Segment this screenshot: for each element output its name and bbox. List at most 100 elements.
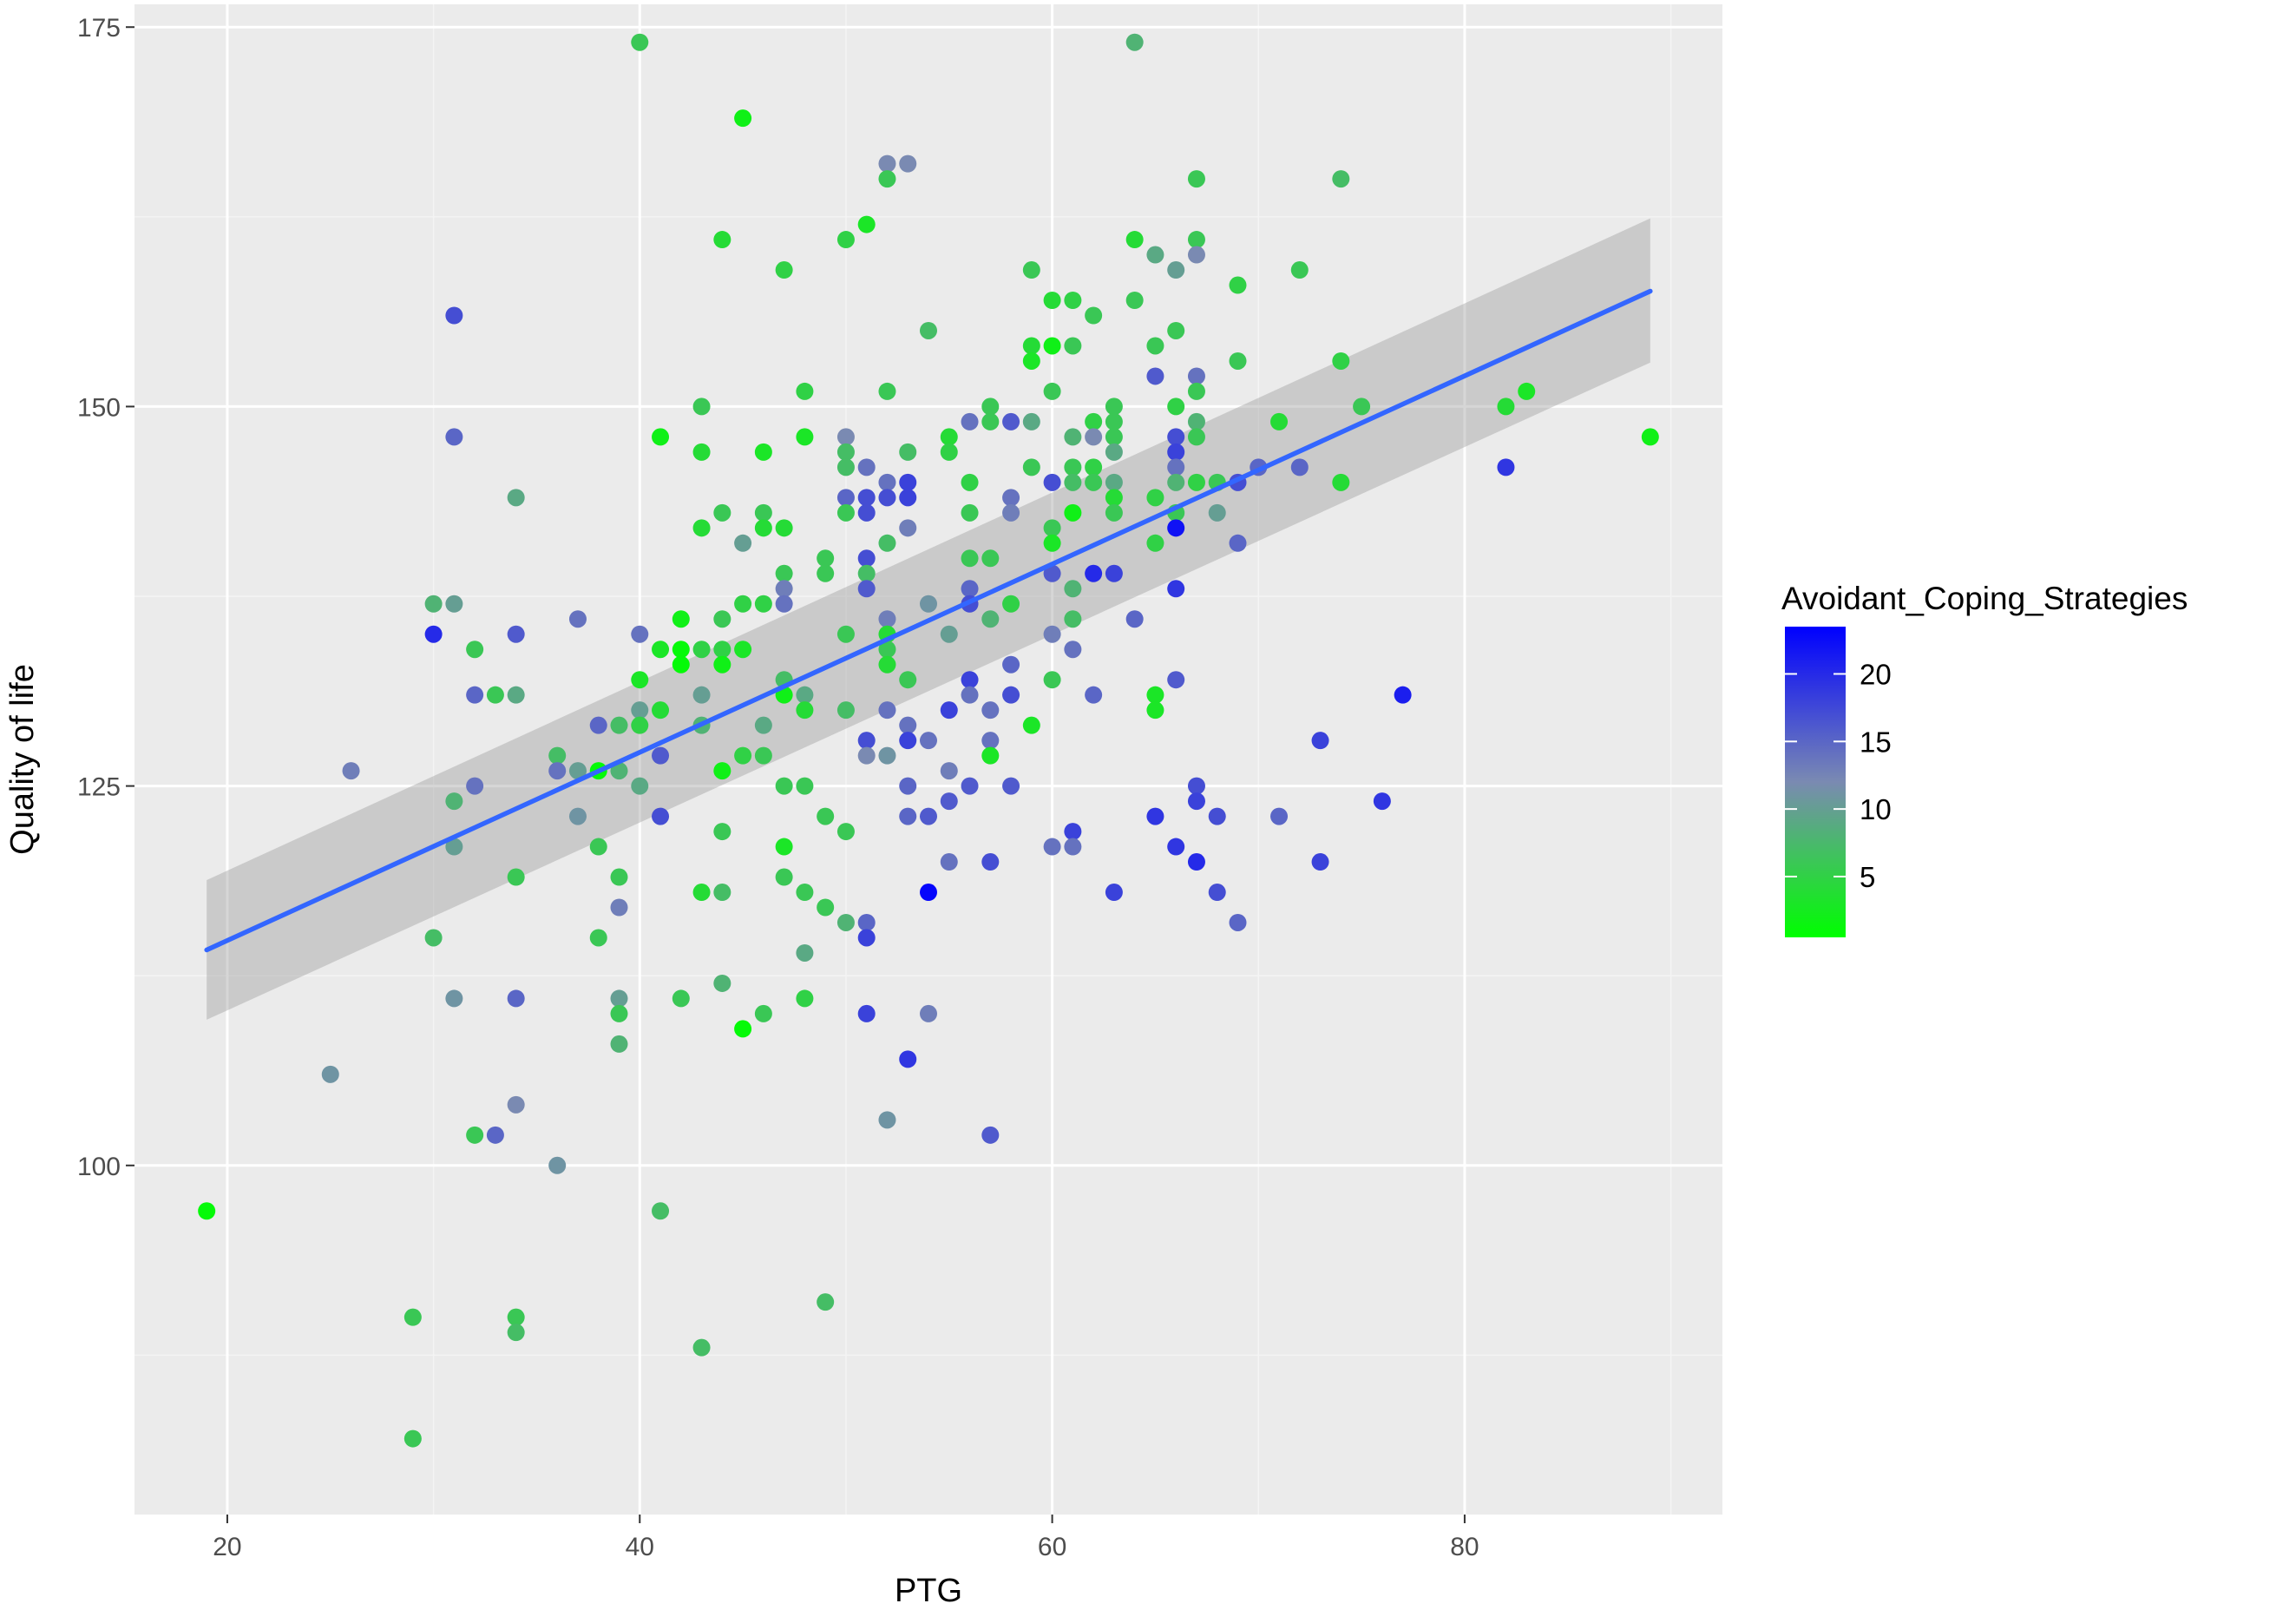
legend-tick-label: 5 [1860, 861, 1875, 893]
data-point [466, 686, 484, 704]
data-point [1043, 382, 1061, 400]
data-point [734, 641, 752, 659]
data-point [713, 610, 731, 628]
data-point [878, 1111, 896, 1129]
data-point [981, 701, 1000, 720]
data-point [920, 321, 937, 339]
data-point [878, 382, 896, 400]
data-point [713, 823, 731, 841]
data-point [507, 625, 525, 643]
data-point [920, 595, 937, 613]
data-point [672, 989, 690, 1008]
data-point [754, 503, 772, 522]
data-point [981, 732, 1000, 750]
data-point [1105, 412, 1123, 430]
data-point [672, 641, 690, 659]
data-point [321, 1065, 339, 1083]
data-point [775, 868, 793, 886]
data-point [424, 595, 443, 613]
data-point [713, 884, 731, 902]
data-point [817, 898, 835, 917]
data-point [1229, 913, 1247, 931]
legend-tick-label: 15 [1860, 726, 1892, 758]
data-point [878, 534, 896, 552]
data-point [1208, 503, 1226, 522]
data-point [466, 777, 484, 795]
data-point [1002, 595, 1020, 613]
data-point [445, 595, 463, 613]
data-point [899, 716, 917, 734]
data-point [899, 807, 917, 825]
data-point [1064, 580, 1082, 598]
data-point [817, 564, 835, 582]
data-point [1187, 412, 1205, 430]
data-point [1146, 807, 1164, 825]
data-point [940, 762, 958, 780]
data-point [734, 534, 752, 552]
data-point [878, 641, 896, 659]
data-point [486, 686, 504, 704]
data-point [1064, 337, 1082, 355]
data-point [1064, 473, 1082, 491]
data-point [940, 625, 958, 643]
data-point [899, 443, 917, 461]
data-point [734, 109, 752, 128]
grid-lines [134, 4, 1722, 1515]
y-axis-title: Quality of life [4, 664, 41, 855]
data-point [775, 595, 793, 613]
data-point [1187, 367, 1205, 385]
x-tick-label: 40 [626, 1533, 654, 1561]
data-point [1167, 261, 1185, 279]
data-point [754, 1004, 772, 1022]
data-point [1043, 534, 1061, 552]
data-point [1002, 503, 1020, 522]
data-point [1043, 838, 1061, 856]
data-point [857, 215, 876, 233]
data-point [1105, 473, 1123, 491]
data-point [1022, 458, 1040, 476]
data-point [1043, 519, 1061, 537]
data-point [878, 154, 896, 173]
data-point [445, 306, 463, 325]
data-point [899, 1050, 917, 1068]
data-point [1043, 337, 1061, 355]
data-point [981, 549, 1000, 568]
data-point [1002, 489, 1020, 507]
data-point [836, 443, 855, 461]
data-point [981, 412, 1000, 430]
data-point [342, 762, 360, 780]
x-tick-label: 60 [1038, 1533, 1066, 1561]
data-point [1085, 306, 1103, 325]
data-point [1105, 398, 1123, 416]
data-point [920, 1004, 937, 1022]
data-point [610, 762, 628, 780]
data-point [1043, 564, 1061, 582]
data-point [796, 777, 814, 795]
data-point [899, 777, 917, 795]
legend-title: Avoidant_Coping_Strategies [1781, 581, 2188, 616]
data-point [652, 746, 670, 765]
data-point [1125, 610, 1144, 628]
data-point [1105, 884, 1123, 902]
data-point [1167, 398, 1185, 416]
data-point [1022, 337, 1040, 355]
data-point [981, 1126, 1000, 1144]
data-point [961, 777, 979, 795]
data-point [1064, 428, 1082, 446]
y-tick-label: 125 [77, 773, 121, 802]
data-point [1105, 428, 1123, 446]
data-point [1497, 458, 1515, 476]
data-point [1167, 321, 1185, 339]
x-tick-label: 20 [213, 1533, 241, 1561]
data-point [796, 884, 814, 902]
data-point [961, 671, 979, 689]
data-point [713, 503, 731, 522]
data-point [589, 716, 607, 734]
x-tick-label: 80 [1450, 1533, 1479, 1561]
x-axis-title: PTG [895, 1573, 962, 1609]
data-point [857, 458, 876, 476]
data-point [672, 655, 690, 674]
data-point [1022, 716, 1040, 734]
data-point [734, 1020, 752, 1038]
data-point [878, 473, 896, 491]
